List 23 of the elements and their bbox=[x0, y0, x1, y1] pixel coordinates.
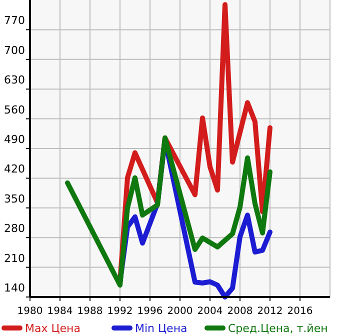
y-tick-label: 280 bbox=[4, 222, 25, 236]
legend-label: Min Цена bbox=[135, 322, 188, 335]
x-tick-label: 1980 bbox=[17, 306, 43, 317]
legend-label: Сред.Цена, т.йен bbox=[228, 322, 328, 335]
x-tick-label: 2008 bbox=[227, 306, 253, 317]
x-tick-label: 2000 bbox=[167, 306, 193, 317]
x-tick-label: 1996 bbox=[137, 306, 163, 317]
x-tick-label: 1988 bbox=[77, 306, 103, 317]
x-tick-label: 1992 bbox=[107, 306, 133, 317]
x-tick-label: 2016 bbox=[287, 306, 313, 317]
y-tick-label: 630 bbox=[4, 74, 25, 87]
y-tick-label: 700 bbox=[4, 44, 25, 57]
y-tick-label: 420 bbox=[4, 162, 25, 176]
y-tick-label: 140 bbox=[4, 282, 25, 294]
x-tick-label: 2012 bbox=[257, 306, 283, 317]
y-tick-label: 490 bbox=[4, 133, 25, 146]
x-tick-label: 2004 bbox=[197, 306, 223, 317]
legend-label: Max Цена bbox=[25, 322, 80, 335]
y-tick-label: 210 bbox=[4, 252, 25, 265]
y-tick-label: 560 bbox=[4, 103, 25, 116]
y-tick-label: 350 bbox=[4, 192, 25, 206]
x-tick-label: 1984 bbox=[47, 306, 73, 317]
y-tick-label: 770 bbox=[4, 14, 25, 28]
